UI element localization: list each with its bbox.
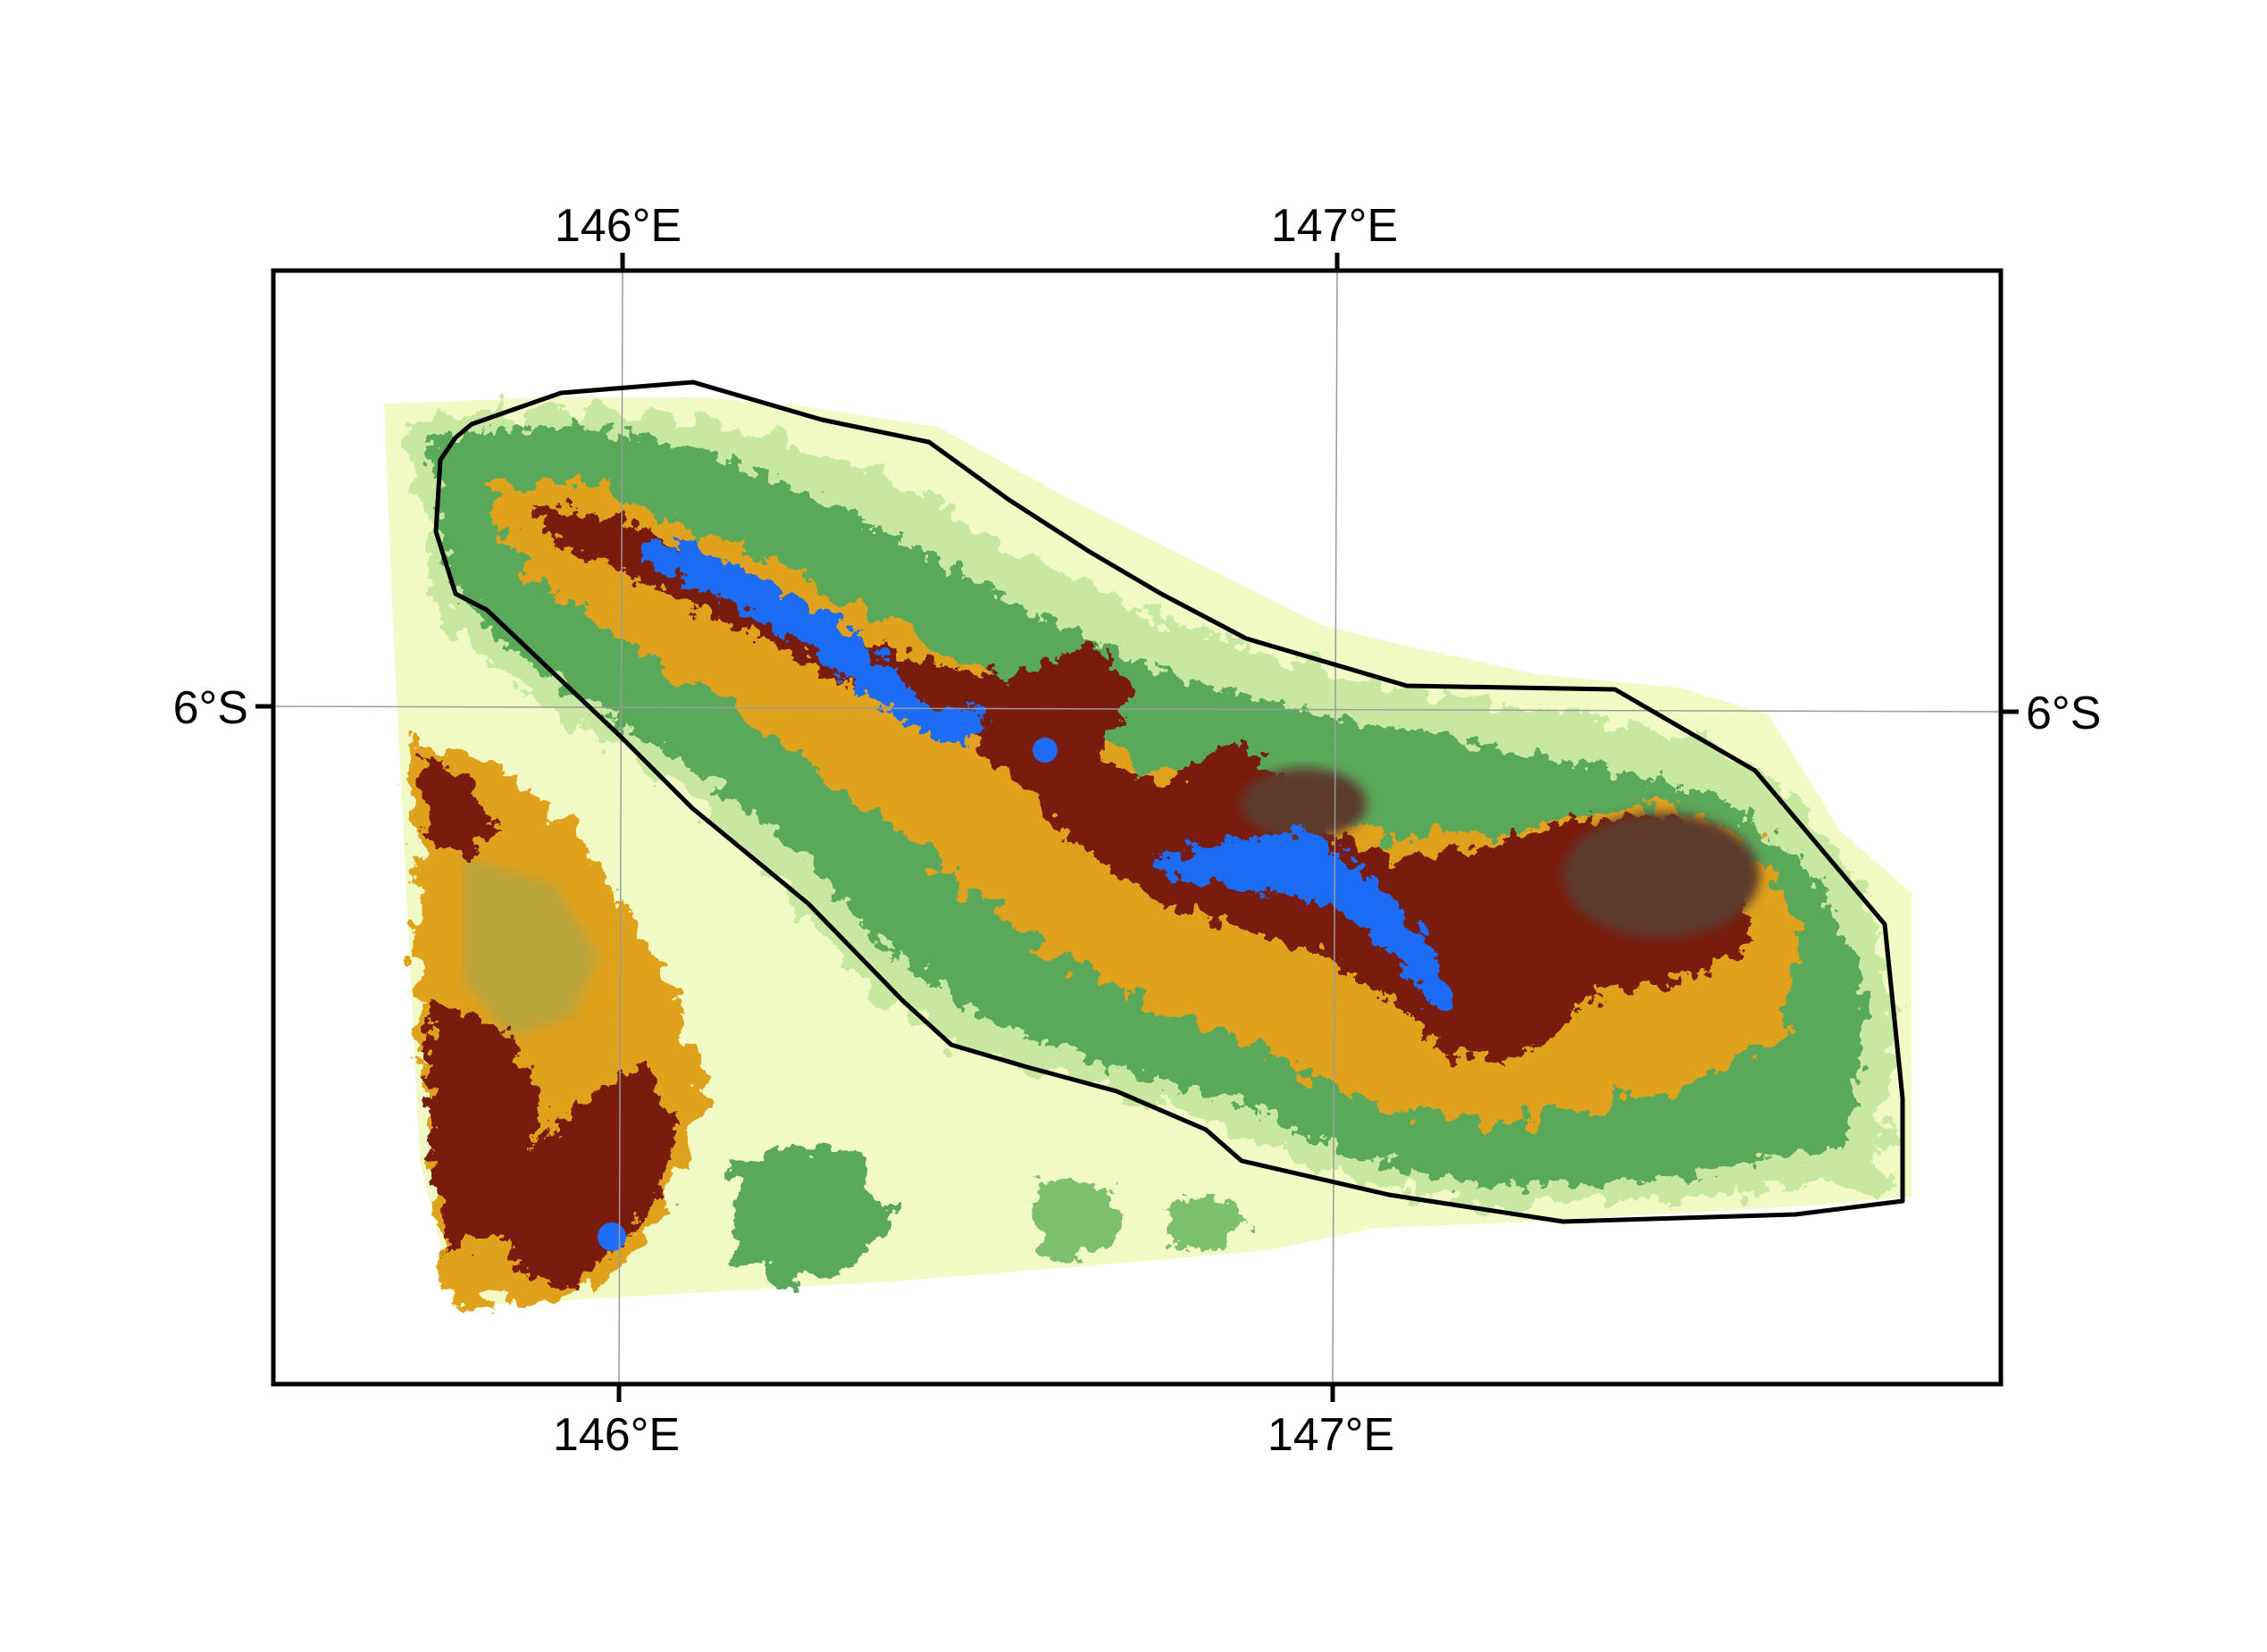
label-lon-146-top: 146°E <box>555 200 682 252</box>
elevation-sw-high <box>420 750 500 857</box>
map-frame-border <box>271 268 2003 1387</box>
elevation-sw-summit <box>598 1222 626 1251</box>
study-area-boundary <box>433 380 1905 1224</box>
label-lon-147-top: 147°E <box>1271 200 1398 252</box>
graticule-lon-146 <box>618 270 623 1385</box>
elevation-south-hills-3 <box>1161 1197 1251 1250</box>
elevation-summit-central <box>1152 830 1448 1007</box>
tick-marks <box>255 253 2019 1402</box>
label-lat-6s-left: 6°S <box>173 682 248 734</box>
elevation-sw-mid <box>464 857 598 1036</box>
graticule-lon-147 <box>1332 270 1338 1385</box>
elevation-south-hills-2 <box>1027 1179 1125 1259</box>
elevation-very-high-central <box>1242 768 1367 839</box>
elevation-summit-spot <box>1033 738 1058 763</box>
graticule <box>272 270 2002 1385</box>
graticule-lat-6s <box>272 705 2002 713</box>
label-lon-146-bottom: 146°E <box>553 1409 680 1461</box>
elevation-summit-west <box>643 543 987 742</box>
elevation-very-high-east <box>1563 813 1760 938</box>
elevation-raster <box>384 397 1911 1306</box>
label-lat-6s-right: 6°S <box>2026 688 2101 739</box>
elevation-south-hills <box>732 1143 893 1286</box>
label-lon-147-bottom: 147°E <box>1267 1409 1394 1461</box>
elevation-sw-high-2 <box>429 1000 679 1286</box>
